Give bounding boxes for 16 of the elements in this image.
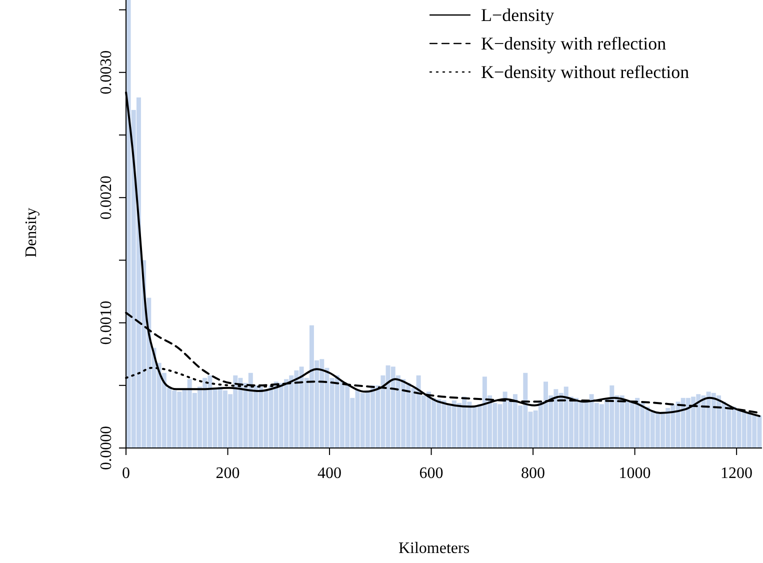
x-axis-title: Kilometers: [398, 540, 470, 557]
legend-label: L−density: [481, 5, 554, 25]
x-tick-label: 1200: [720, 465, 753, 482]
x-tick-label: 800: [521, 465, 546, 482]
x-tick-label: 200: [216, 465, 240, 482]
x-tick-label: 1000: [618, 465, 651, 482]
x-tick-label: 400: [318, 465, 342, 482]
legend-label: K−density without reflection: [481, 62, 690, 82]
y-tick-label: 0.0020: [98, 176, 115, 220]
legend-label: K−density with reflection: [481, 34, 666, 54]
x-tick-label: 600: [419, 465, 444, 482]
y-tick-label: 0.0030: [98, 50, 115, 94]
y-tick-label: 0.0000: [98, 426, 115, 470]
y-axis-title: Density: [23, 208, 40, 258]
x-tick-label: 0: [122, 465, 130, 482]
y-tick-label: 0.0010: [98, 300, 115, 345]
